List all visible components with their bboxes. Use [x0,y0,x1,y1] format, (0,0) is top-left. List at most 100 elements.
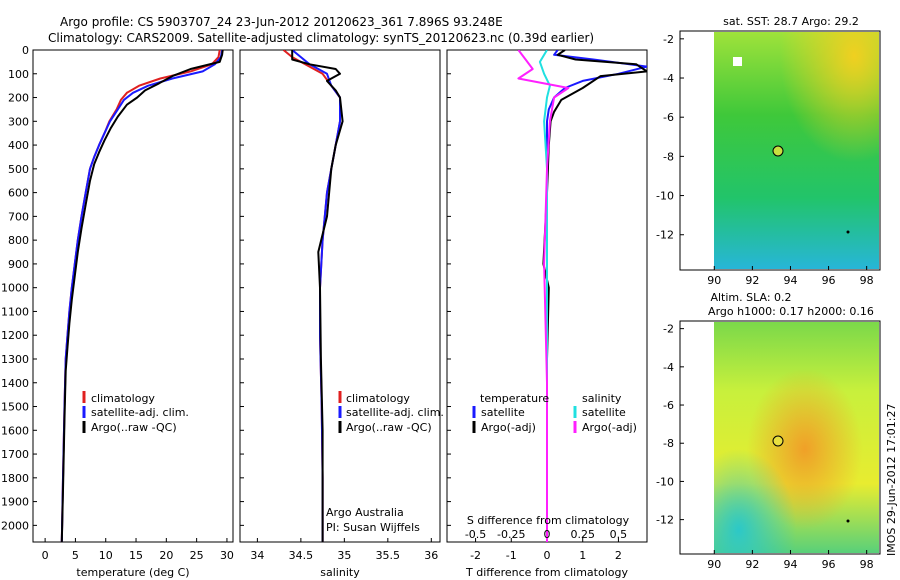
temperature-x-ticks: 0 5 10 15 20 25 30 [42,538,234,562]
x-tick-label: 25 [190,549,204,562]
difference-panel: -2 -1 0 1 2 S difference from climatology -0… [446,49,648,579]
temperature-xlabel: temperature (deg C) [76,566,189,579]
temperature-legend-climatology: climatology [91,392,155,405]
series-line-argo-raw-qc- [60,50,224,542]
header-title-line1: Argo profile: CS 5903707_24 23-Jun-2012 … [60,15,503,29]
salinity-legend-satellite: satellite-adj. clim. [346,406,444,419]
top-tick-label: -0.25 [497,528,525,541]
sla-map: Altim. SLA: 0.2 Argo h1000: 0.17 h2000: … [656,291,881,571]
sst-map-warm-patch [714,32,879,269]
difference-legend-temperature-header: temperature [480,392,549,405]
salinity-legend: climatology satellite-adj. clim. Argo(..… [338,391,444,434]
sla-map-title-line2: Argo h1000: 0.17 h2000: 0.16 [708,305,874,318]
x-tick-label: 34 [250,549,264,562]
map-y-tick-label: -6 [663,399,674,412]
salinity-panel: 34 34.5 35 35.5 36 salinity climatology sate… [239,49,444,579]
sst-map: sat. SST: 28.7 Argo: 29.2 -2 -4 -6 -8 -10 -12… [656,15,881,287]
footer-stamp: IMOS 29-Jun-2012 17:01:27 [885,403,898,556]
sst-map-ticks: -2 -4 -6 -8 -10 -12 90 92 94 96 98 [656,33,874,287]
map-x-tick-label: 92 [745,558,759,571]
map-y-tick-label: -2 [663,323,674,336]
sla-map-cool-patch [714,322,879,553]
x-tick-label: -2 [470,549,481,562]
map-x-tick-label: 98 [860,558,874,571]
sst-map-title: sat. SST: 28.7 Argo: 29.2 [723,15,859,28]
temperature-legend: climatology satellite-adj. clim. Argo(..… [82,391,189,434]
map-y-tick-label: -10 [656,475,674,488]
map-y-tick-label: -12 [656,514,674,527]
map-y-tick-label: -10 [656,190,674,203]
depth-tick-label: 1300 [1,353,29,366]
series-line-argo-raw-qc- [291,50,344,542]
x-tick-label: 36 [424,549,438,562]
salinity-legend-climatology: climatology [346,392,410,405]
difference-legend-s-satellite: satellite [582,406,626,419]
depth-tick-label: 300 [8,115,29,128]
depth-tick-label: 1200 [1,329,29,342]
depth-tick-label: 1400 [1,377,29,390]
map-x-tick-label: 96 [822,558,836,571]
map-y-tick-label: -8 [663,437,674,450]
x-tick-label: 34.5 [289,549,314,562]
depth-tick-label: 500 [8,163,29,176]
difference-xlabel: T difference from climatology [465,566,628,579]
x-tick-label: 35.5 [376,549,401,562]
difference-y-ticks [447,49,451,526]
map-x-tick-label: 92 [745,274,759,287]
map-x-tick-label: 90 [707,558,721,571]
map-x-tick-label: 94 [783,558,797,571]
salinity-legend-argo: Argo(..raw -QC) [346,421,432,434]
difference-legend-salinity-header: salinity [582,392,622,405]
sst-argo-position-marker [772,145,784,157]
depth-tick-label: 1500 [1,401,29,414]
top-tick-label: 0 [544,528,551,541]
x-tick-label: 2 [615,549,622,562]
difference-legend-t-satellite: satellite [481,406,525,419]
x-tick-label: 35 [337,549,351,562]
salinity-note-line1: Argo Australia [326,506,404,519]
sla-map-title-line1: Altim. SLA: 0.2 [710,291,791,304]
depth-tick-label: 700 [8,210,29,223]
x-tick-label: -1 [506,549,517,562]
depth-tick-label: 1600 [1,424,29,437]
depth-tick-label: 1900 [1,496,29,509]
depth-tick-label: 900 [8,258,29,271]
difference-top-label: S difference from climatology [467,514,630,527]
sst-map-dot [846,230,850,234]
header-title-line2: Climatology: CARS2009. Satellite-adjuste… [48,31,594,45]
top-tick-label: 0.25 [570,528,595,541]
depth-tick-label: 1800 [1,472,29,485]
salinity-xlabel: salinity [320,566,360,579]
depth-tick-label: 200 [8,92,29,105]
x-tick-label: 1 [579,549,586,562]
depth-tick-label: 400 [8,139,29,152]
sst-map-missing-pixel [733,57,742,66]
depth-tick-label: 0 [22,44,29,57]
map-x-tick-label: 98 [860,274,874,287]
depth-tick-label: 2000 [1,519,29,532]
x-tick-label: 0 [42,549,49,562]
temperature-series [60,50,224,542]
depth-tick-label: 100 [8,68,29,81]
x-tick-label: 0 [544,549,551,562]
temperature-legend-satellite: satellite-adj. clim. [91,406,189,419]
difference-legend: temperature satellite Argo(-adj) salinit… [472,392,637,434]
salinity-x-ticks: 34 34.5 35 35.5 36 [250,538,438,562]
x-tick-label: 20 [159,549,173,562]
salinity-y-ticks [240,49,244,526]
map-x-tick-label: 96 [822,274,836,287]
depth-tick-label: 800 [8,234,29,247]
x-tick-label: 15 [129,549,143,562]
depth-tick-label: 1700 [1,448,29,461]
map-y-tick-label: -4 [663,361,674,374]
x-tick-label: 10 [99,549,113,562]
sla-map-dot [846,519,850,523]
map-y-tick-label: -6 [663,111,674,124]
sla-argo-position-marker [772,435,784,447]
top-tick-label: -0.5 [465,528,486,541]
temperature-plot-frame [32,49,234,543]
sla-map-ticks: -2 -4 -6 -8 -10 -12 90 92 94 96 98 [656,323,874,571]
difference-legend-s-argo: Argo(-adj) [582,421,637,434]
difference-top-ticks: -0.5 -0.25 0 0.25 0.5 [465,528,627,541]
top-tick-label: 0.5 [610,528,628,541]
